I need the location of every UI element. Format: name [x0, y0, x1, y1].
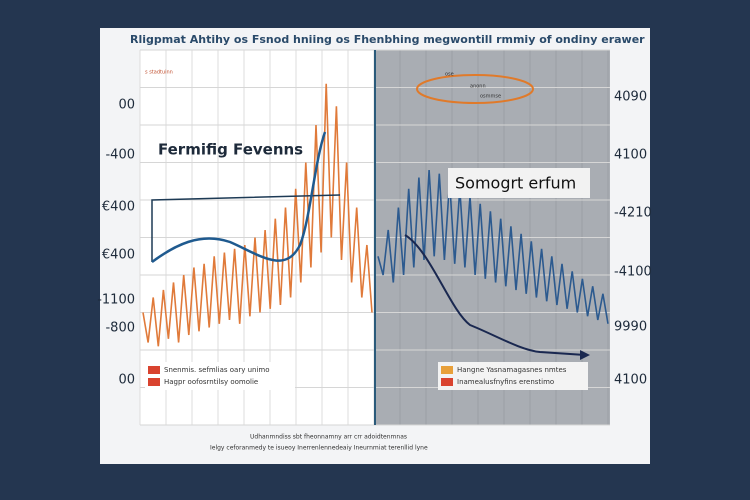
right-label: 9990 [614, 320, 647, 335]
trend-curve [151, 131, 327, 264]
annotation-box [448, 168, 590, 198]
left-label: 00 [118, 98, 135, 113]
callout-text: ose [445, 72, 454, 78]
legend-box [145, 362, 295, 390]
callout-oval [416, 74, 534, 104]
legend-swatch [148, 378, 160, 386]
legend-label: Snenmis. sefmlias oary unimo [164, 366, 270, 374]
left-label: -1100 [97, 293, 135, 308]
legend-swatch [441, 366, 453, 374]
right-label: -4210 [614, 206, 652, 221]
series-line [377, 169, 609, 324]
left-label: €400 [102, 248, 135, 263]
annotation: Somogrt erfum [455, 174, 576, 193]
footer: Ielgy ceforanmedy te isueoy Inerrenlenne… [210, 445, 428, 452]
chart-title: Rligpmat Ahtihy os Fsnod hniing os Fhenb… [130, 33, 645, 46]
annotation: Fermifig Fevenns [158, 141, 303, 159]
left-label: -800 [105, 321, 135, 336]
subtitle: s stadtuinn [145, 70, 173, 76]
legend-swatch [441, 378, 453, 386]
legend-swatch [148, 366, 160, 374]
legend-label: Inamealusfnyfins erenstimo [457, 378, 554, 386]
footer: Udhanmndiss sbt fheonnamny arr crr adoid… [250, 434, 407, 441]
legend-box [438, 362, 588, 390]
left-label: 00 [118, 373, 135, 388]
left-label: €400 [102, 200, 135, 215]
trend-arrow [404, 234, 586, 356]
legend-label: Hangne Yasnamagasnes nmtes [457, 366, 567, 374]
left-label: -400 [105, 148, 135, 163]
arrow-head [580, 350, 590, 360]
right-label: 4100 [614, 148, 647, 163]
callout-text: osmmse [480, 94, 501, 100]
labels: 00 -400 €400 €400 -1100 -800 00 4090 4100 -4210 -4… [97, 90, 652, 388]
legend-label: Hagpr oofosrntilsy oomolie [164, 378, 258, 386]
callout-text: anonn [470, 84, 486, 90]
right-label: -4100 [614, 265, 652, 280]
right-label: 4100 [614, 373, 647, 388]
series [142, 83, 609, 347]
right-label: 4090 [614, 90, 647, 105]
series-line [142, 83, 373, 347]
bracket [151, 194, 341, 262]
